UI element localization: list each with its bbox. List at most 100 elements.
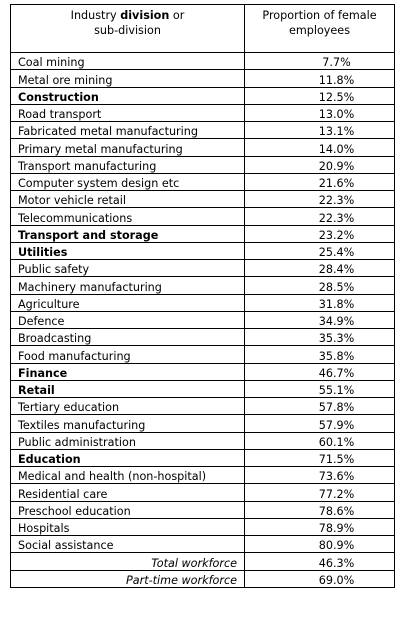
female-proportion-cell: 11.8% (244, 69, 395, 88)
table-row: Hospitals 78.9% (10, 517, 395, 537)
industry-name-cell: Finance (10, 362, 245, 381)
table-body: Coal mining 7.7% Metal ore mining 11.8% Cons… (10, 51, 395, 588)
table-row: Defence 34.9% (10, 310, 395, 330)
table-row: Machinery manufacturing 28.5% (10, 276, 395, 295)
female-proportion-cell: 57.9% (244, 414, 395, 433)
industry-name-cell: Transport manufacturing (10, 155, 245, 174)
industry-name-cell: Motor vehicle retail (10, 189, 245, 209)
table-row: Public safety 28.4% (10, 258, 395, 278)
female-proportion-cell: 13.1% (244, 120, 395, 140)
female-proportion-cell: 57.8% (244, 396, 395, 416)
industry-name-cell: Primary metal manufacturing (10, 138, 245, 157)
table-row: Retail 55.1% (10, 379, 395, 399)
summary-value-cell: 46.3% (244, 552, 395, 571)
female-proportion-cell: 7.7% (244, 51, 395, 71)
table-row: Textiles manufacturing 57.9% (10, 414, 395, 433)
female-proportion-cell: 46.7% (244, 362, 395, 381)
female-proportion-cell: 60.1% (244, 431, 395, 450)
summary-label-cell: Part-time workforce (10, 569, 245, 588)
industry-name-cell: Public administration (10, 431, 245, 450)
table-row: Tertiary education 57.8% (10, 396, 395, 416)
table-row: Transport and storage 23.2% (10, 224, 395, 243)
female-proportion-cell: 35.8% (244, 345, 395, 364)
header-proportion-line2: employees (288, 24, 351, 37)
industry-name-cell: Education (10, 448, 245, 468)
industry-name-cell: Broadcasting (10, 327, 245, 347)
industry-name-cell: Residential care (10, 483, 245, 502)
female-proportion-cell: 22.3% (244, 207, 395, 226)
summary-row: Total workforce 46.3% (10, 552, 395, 571)
table-row: Finance 46.7% (10, 362, 395, 381)
female-proportion-cell: 20.9% (244, 155, 395, 174)
table-row: Social assistance 80.9% (10, 534, 395, 554)
table-row: Education 71.5% (10, 448, 395, 468)
female-proportion-cell: 28.5% (244, 276, 395, 295)
table-row: Utilities 25.4% (10, 241, 395, 261)
table-row: Metal ore mining 11.8% (10, 69, 395, 88)
industry-name-cell: Hospitals (10, 517, 245, 537)
header-industry-bold-word: division (120, 9, 170, 22)
female-proportion-cell: 55.1% (244, 379, 395, 399)
table-row: Construction 12.5% (10, 86, 395, 105)
industry-name-cell: Machinery manufacturing (10, 276, 245, 295)
table-row: Medical and health (non-hospital) 73.6% (10, 465, 395, 485)
industry-name-cell: Computer system design etc (10, 172, 245, 192)
female-proportion-cell: 14.0% (244, 138, 395, 157)
female-proportion-cell: 13.0% (244, 103, 395, 123)
female-proportion-cell: 78.6% (244, 500, 395, 519)
industry-name-cell: Textiles manufacturing (10, 414, 245, 433)
table-row: Computer system design etc 21.6% (10, 172, 395, 192)
female-proportion-cell: 77.2% (244, 483, 395, 502)
industry-name-cell: Utilities (10, 241, 245, 261)
female-proportion-cell: 35.3% (244, 327, 395, 347)
industry-name-cell: Road transport (10, 103, 245, 123)
female-proportion-cell: 34.9% (244, 310, 395, 330)
table-row: Preschool education 78.6% (10, 500, 395, 519)
female-proportion-cell: 80.9% (244, 534, 395, 554)
female-proportion-cell: 28.4% (244, 258, 395, 278)
industry-name-cell: Public safety (10, 258, 245, 278)
table-row: Motor vehicle retail 22.3% (10, 189, 395, 209)
industry-name-cell: Social assistance (10, 534, 245, 554)
industry-name-cell: Metal ore mining (10, 69, 245, 88)
summary-value-cell: 69.0% (244, 569, 395, 588)
industry-name-cell: Telecommunications (10, 207, 245, 226)
table-header-row: Industry division or sub-division Propor… (10, 4, 395, 53)
table-row: Road transport 13.0% (10, 103, 395, 123)
table-row: Telecommunications 22.3% (10, 207, 395, 226)
table-row: Primary metal manufacturing 14.0% (10, 138, 395, 157)
industry-name-cell: Agriculture (10, 293, 245, 312)
industry-name-cell: Food manufacturing (10, 345, 245, 364)
industry-name-cell: Medical and health (non-hospital) (10, 465, 245, 485)
female-proportion-cell: 31.8% (244, 293, 395, 312)
female-proportion-cell: 73.6% (244, 465, 395, 485)
table-row: Food manufacturing 35.8% (10, 345, 395, 364)
table-row: Public administration 60.1% (10, 431, 395, 450)
industry-name-cell: Preschool education (10, 500, 245, 519)
table-row: Coal mining 7.7% (10, 51, 395, 71)
female-proportion-cell: 22.3% (244, 189, 395, 209)
female-proportion-cell: 23.2% (244, 224, 395, 243)
female-employment-table: Industry division or sub-division Propor… (10, 4, 395, 588)
industry-name-cell: Tertiary education (10, 396, 245, 416)
summary-label-cell: Total workforce (10, 552, 245, 571)
industry-name-cell: Defence (10, 310, 245, 330)
header-proportion-line1: Proportion of female (262, 9, 377, 22)
female-proportion-cell: 25.4% (244, 241, 395, 261)
table-row: Broadcasting 35.3% (10, 327, 395, 347)
industry-name-cell: Construction (10, 86, 245, 105)
female-proportion-cell: 71.5% (244, 448, 395, 468)
table-row: Fabricated metal manufacturing 13.1% (10, 120, 395, 140)
industry-name-cell: Fabricated metal manufacturing (10, 120, 245, 140)
header-industry-line2: sub-division (94, 24, 161, 37)
female-proportion-cell: 21.6% (244, 172, 395, 192)
header-industry: Industry division or sub-division (10, 4, 245, 53)
table-row: Transport manufacturing 20.9% (10, 155, 395, 174)
female-proportion-cell: 12.5% (244, 86, 395, 105)
header-proportion: Proportion of female employees (244, 4, 395, 53)
female-proportion-cell: 78.9% (244, 517, 395, 537)
table-row: Agriculture 31.8% (10, 293, 395, 312)
header-industry-line1: Industry division or (70, 9, 185, 22)
industry-name-cell: Transport and storage (10, 224, 245, 243)
summary-row: Part-time workforce 69.0% (10, 569, 395, 588)
